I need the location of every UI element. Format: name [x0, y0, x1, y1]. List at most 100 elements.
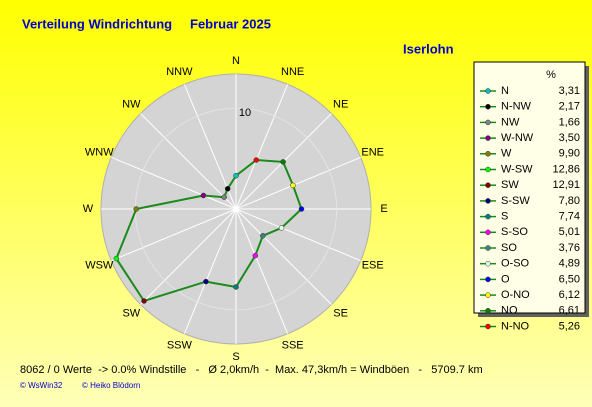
- legend-value: 9,90: [559, 148, 580, 160]
- credit: © Heiko Blödorn: [82, 381, 140, 390]
- r-tick-label: 10: [239, 107, 251, 119]
- data-point: [280, 159, 286, 165]
- legend-value: 12,91: [552, 179, 580, 191]
- legend-marker: [485, 213, 491, 220]
- legend-marker: [485, 88, 491, 94]
- legend-label: W-NW: [501, 132, 534, 144]
- legend-label: S: [501, 211, 508, 223]
- data-point: [298, 206, 305, 212]
- data-point: [113, 255, 120, 262]
- axis-label: SSW: [167, 340, 193, 352]
- axis-label: ENE: [361, 146, 384, 158]
- credit: © WsWin32: [20, 381, 63, 390]
- legend-marker: [485, 323, 491, 330]
- spoke: [140, 208, 237, 305]
- axis-label: WNW: [85, 146, 114, 158]
- legend-marker: [485, 245, 491, 251]
- data-point: [224, 186, 231, 192]
- data-point: [233, 172, 239, 179]
- axis-label: ESE: [362, 260, 384, 272]
- data-point: [133, 206, 140, 212]
- spoke: [183, 208, 237, 334]
- legend-header: %: [546, 69, 556, 81]
- legend-box: [473, 61, 586, 314]
- legend-value: 7,74: [559, 211, 580, 223]
- axis-label: NNE: [281, 66, 304, 78]
- axis-label: NNW: [166, 66, 193, 78]
- legend-marker: [485, 119, 491, 126]
- legend-label: S-SW: [501, 195, 530, 207]
- spoke: [235, 84, 289, 210]
- spoke: [235, 156, 361, 210]
- legend-marker: [485, 276, 491, 283]
- data-point: [290, 182, 296, 189]
- chart-title: Verteilung Windrichtung: [22, 16, 172, 31]
- axis-label: SW: [122, 308, 140, 320]
- axis-label: E: [380, 203, 387, 215]
- axis-label: S: [232, 351, 239, 363]
- legend-value: 1,66: [559, 116, 580, 128]
- data-point: [203, 278, 209, 285]
- axis-label: NE: [333, 98, 348, 110]
- spoke: [111, 208, 237, 262]
- legend-value: 3,76: [559, 242, 580, 254]
- spoke: [140, 113, 237, 210]
- legend-label: W-SW: [501, 163, 533, 175]
- axis-label: SE: [333, 308, 348, 320]
- legend-label: SW: [501, 179, 519, 191]
- legend-label: W: [501, 148, 512, 160]
- axis-label: WSW: [85, 260, 114, 272]
- legend-marker: [485, 135, 491, 141]
- axis-label: NW: [122, 98, 141, 110]
- legend-value: 7,80: [559, 195, 580, 207]
- legend-marker: [485, 103, 491, 110]
- axis-label: SSE: [282, 340, 304, 352]
- data-point: [221, 194, 227, 200]
- legend-marker: [485, 182, 491, 188]
- legend-value: 3,50: [559, 132, 580, 144]
- location: Iserlohn: [403, 41, 454, 56]
- legend-value: 5,26: [559, 320, 580, 332]
- legend-label: S-SO: [501, 226, 528, 238]
- legend-value: 6,61: [559, 305, 580, 317]
- data-point: [278, 225, 285, 231]
- legend-marker: [485, 308, 491, 314]
- spoke: [235, 208, 289, 334]
- legend-label: O-SO: [501, 258, 530, 270]
- legend-label: O-NO: [501, 289, 530, 301]
- legend-marker: [485, 166, 491, 173]
- data-point: [253, 157, 260, 163]
- legend-value: 3,31: [559, 85, 580, 97]
- legend-marker: [485, 151, 491, 157]
- legend-label: NO: [501, 305, 518, 317]
- legend-value: 12,86: [552, 163, 580, 175]
- spoke: [235, 208, 361, 262]
- legend-value: 6,12: [559, 289, 580, 301]
- data-point: [141, 298, 147, 304]
- legend-value: 5,01: [559, 226, 580, 238]
- legend-label: NW: [501, 116, 520, 128]
- legend-marker: [485, 198, 491, 204]
- spoke: [111, 156, 237, 210]
- legend-label: SO: [501, 242, 517, 254]
- legend-marker: [485, 229, 491, 236]
- legend-label: N-NW: [501, 101, 532, 113]
- legend-label: O: [501, 273, 510, 285]
- legend-label: N-NO: [501, 320, 530, 332]
- data-point: [260, 233, 266, 239]
- legend-value: 2,17: [559, 101, 580, 113]
- axis-label: N: [232, 55, 240, 67]
- data-point: [233, 284, 239, 290]
- footer: 8062 / 0 Werte -> 0.0% Windstille - Ø 2,…: [20, 364, 483, 376]
- data-point: [200, 192, 207, 199]
- legend-marker: [485, 292, 491, 298]
- spoke: [235, 208, 332, 305]
- data-point: [252, 252, 259, 259]
- chart-subtitle: Februar 2025: [190, 16, 271, 31]
- legend-label: N: [501, 85, 509, 97]
- legend-value: 6,50: [559, 273, 580, 285]
- legend-marker: [485, 260, 491, 267]
- legend-value: 4,89: [559, 258, 580, 270]
- axis-label: W: [83, 203, 94, 215]
